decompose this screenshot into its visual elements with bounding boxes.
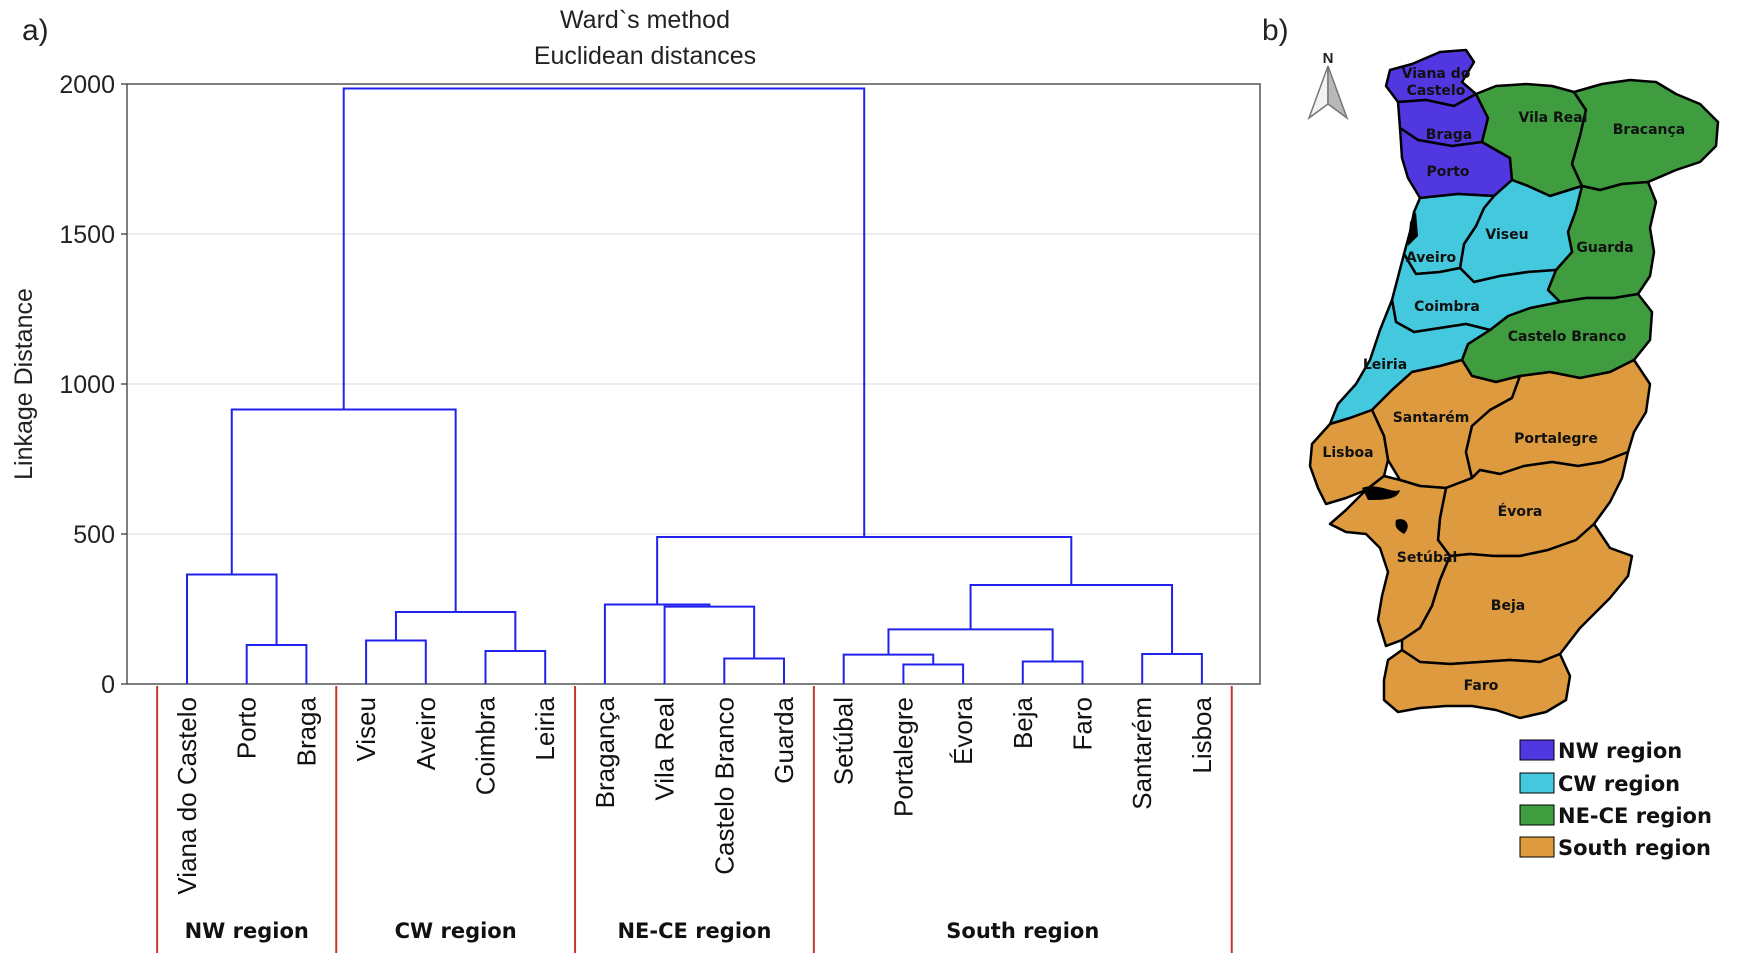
chart-title: Ward`s method [560, 6, 730, 34]
district-beja [1400, 522, 1634, 666]
y-tick-label: 2000 [59, 71, 115, 99]
map-label-coimbra: Coimbra [1414, 299, 1480, 315]
y-tick-label: 1500 [59, 221, 115, 249]
legend-label-ne: NE-CE region [1558, 804, 1712, 828]
portugal-map: N Viana do Castelo Braga Porto Vila Rea [1307, 48, 1720, 720]
map-label-aveiro: Aveiro [1406, 250, 1457, 266]
dendrogram-link [186, 573, 278, 684]
dendrogram-link [902, 663, 965, 684]
map-label-setubal: Setúbal [1397, 550, 1458, 566]
aveiro-lagoon [1408, 212, 1418, 246]
leaf-label: Bragança [590, 696, 620, 808]
leaf-label: Faro [1068, 697, 1098, 750]
dendrogram-link [484, 650, 547, 684]
dendrogram-link [230, 408, 457, 612]
leaf-label: Braga [291, 696, 321, 766]
map-label-evora: Évora [1498, 503, 1543, 520]
legend-swatch-south [1519, 836, 1555, 858]
district-viana-do-castelo [1384, 48, 1478, 108]
leaf-label: Évora [948, 696, 978, 764]
map-label-viana-do-castelo: Viana do Castelo [1402, 66, 1471, 99]
leaf-label: Setúbal [829, 697, 859, 785]
map-label-portalegre: Portalegre [1514, 431, 1598, 447]
legend-swatch-nw [1519, 739, 1555, 761]
leaf-label: Santarém [1127, 697, 1157, 810]
map-label-castelo-branco: Castelo Branco [1508, 329, 1627, 345]
dendrogram-link [1141, 653, 1203, 684]
group-label: NE-CE region [617, 919, 771, 943]
leaf-label: Porto [232, 697, 262, 759]
leaf-labels: Viana do Castelo Porto Braga Viseu Aveiro Coi… [172, 696, 1217, 894]
grid-lines [127, 233, 1260, 535]
y-tick-label: 500 [73, 521, 115, 549]
group-label: CW region [395, 919, 517, 943]
map-label-porto: Porto [1426, 164, 1469, 180]
dendrogram-link [245, 644, 308, 684]
dendrogram-link [1021, 660, 1084, 684]
map-label-vila-real: Vila Real [1518, 110, 1587, 126]
dendrogram-link [603, 603, 711, 684]
dendrogram-link [723, 657, 785, 684]
legend-swatch-cw [1519, 772, 1555, 794]
leaf-label: Viana do Castelo [172, 697, 202, 895]
leaf-label: Aveiro [411, 697, 441, 770]
sado-estuary [1395, 519, 1408, 534]
map-label-guarda: Guarda [1576, 240, 1633, 256]
map-label-braga: Braga [1426, 127, 1473, 143]
legend-swatch-ne [1519, 804, 1555, 826]
group-label: NW region [185, 919, 309, 943]
leaf-label: Leiria [530, 696, 560, 760]
group-label: South region [946, 919, 1099, 943]
map-label-faro: Faro [1464, 678, 1499, 694]
legend-label-south: South region [1558, 836, 1711, 860]
leaf-label: Viseu [351, 697, 381, 762]
legend-label-cw: CW region [1558, 772, 1680, 796]
leaf-label: Guarda [769, 696, 799, 783]
dendrogram-link [394, 611, 517, 651]
leaf-label: Vila Real [650, 697, 680, 801]
tejo-estuary [1362, 486, 1400, 500]
dendrogram-link [887, 628, 1054, 662]
y-axis-ticks: 0 500 1000 1500 2000 [59, 71, 127, 699]
map-label-beja: Beja [1491, 598, 1525, 614]
map-legend: NW region CW region NE-CE region South r… [1519, 739, 1712, 860]
dendrogram-link [842, 653, 935, 684]
leaf-label: Castelo Branco [709, 697, 739, 875]
map-label-lisboa: Lisboa [1322, 445, 1373, 461]
district-faro [1382, 648, 1572, 720]
y-tick-label: 0 [101, 671, 115, 699]
panel-b-label: b) [1262, 14, 1289, 47]
district-braganca [1570, 78, 1720, 192]
dendrogram-link [365, 639, 427, 684]
leaf-label: Coimbra [471, 696, 501, 795]
region-groups: NW region CW region NE-CE region South regi… [156, 686, 1233, 953]
dendrogram-link [663, 605, 756, 684]
map-label-leiria: Leiria [1363, 357, 1407, 373]
leaf-label: Beja [1008, 696, 1038, 749]
north-label: N [1323, 50, 1334, 67]
dendrogram [186, 87, 1203, 684]
dendrogram-link [342, 87, 866, 537]
dendrogram-link [656, 536, 1073, 605]
panel-a-label: a) [22, 14, 49, 47]
chart-subtitle: Euclidean distances [534, 42, 756, 70]
map-label-viseu: Viseu [1485, 227, 1528, 243]
y-tick-label: 1000 [59, 371, 115, 399]
legend-label-nw: NW region [1558, 739, 1682, 763]
map-label-braganca: Bracança [1613, 122, 1685, 138]
y-axis-label: Linkage Distance [10, 288, 38, 480]
leaf-label: Portalegre [888, 697, 918, 817]
leaf-label: Lisboa [1187, 696, 1217, 773]
map-label-santarem: Santarém [1393, 410, 1470, 426]
north-arrow-icon: N [1307, 50, 1349, 121]
dendrogram-link [969, 584, 1174, 654]
